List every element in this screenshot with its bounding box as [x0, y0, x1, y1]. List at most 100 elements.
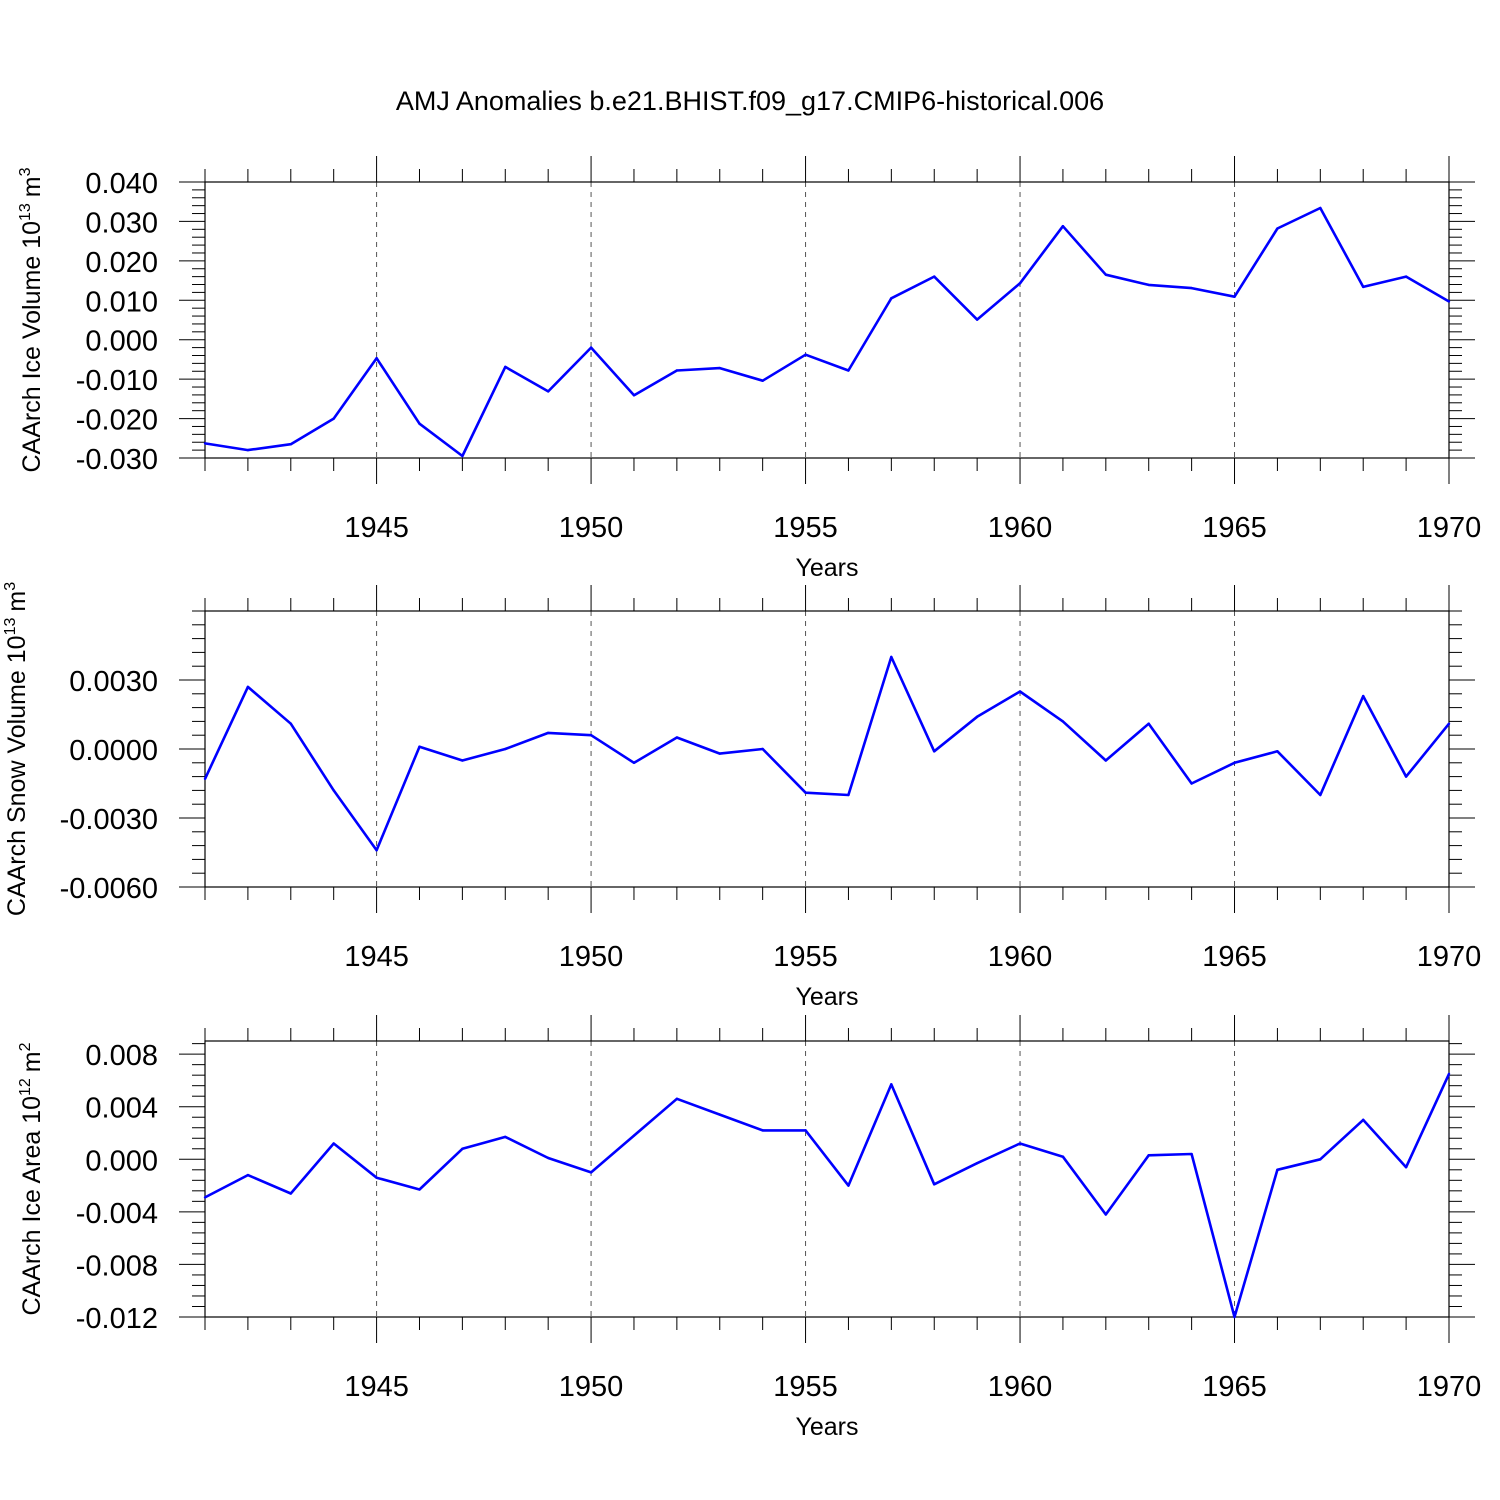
data-point	[1319, 206, 1322, 210]
y-tick-label: -0.010	[76, 365, 158, 397]
data-point	[289, 443, 292, 446]
y-axis-label-unit-exponent: 2	[17, 1042, 34, 1051]
y-tick-label: -0.0030	[60, 804, 158, 836]
x-tick-label: 1955	[773, 512, 838, 544]
data-point	[375, 357, 378, 360]
y-axis-label-unit-exponent: 3	[2, 582, 19, 591]
y-tick-label: 0.000	[85, 326, 158, 358]
data-point	[890, 297, 893, 300]
data-point	[1447, 1072, 1451, 1076]
data-point	[461, 759, 464, 762]
data-point	[203, 777, 207, 781]
data-point	[933, 275, 936, 278]
data-point	[1104, 1213, 1108, 1216]
data-point	[589, 734, 593, 737]
y-axis-label-unit: m	[3, 591, 31, 612]
data-point	[1319, 793, 1322, 797]
data-point	[718, 366, 721, 370]
data-point	[1276, 1168, 1279, 1172]
y-tick-label: -0.012	[76, 1303, 158, 1335]
data-point	[975, 1162, 979, 1165]
data-point	[1362, 285, 1365, 289]
x-tick-label: 1955	[773, 941, 838, 973]
data-point	[761, 747, 764, 751]
data-point	[546, 731, 550, 735]
data-point	[246, 685, 250, 689]
data-point	[1104, 759, 1108, 762]
data-point	[804, 791, 807, 794]
y-axis-label-exponent: 13	[2, 618, 19, 636]
data-point	[1233, 1315, 1236, 1319]
data-point	[1233, 295, 1236, 298]
data-point	[1018, 282, 1022, 285]
x-tick-label: 1945	[344, 1371, 409, 1403]
data-point	[632, 1134, 636, 1137]
x-axis-label: Years	[795, 983, 858, 1011]
data-point	[289, 722, 292, 725]
panels: -0.030 -0.020 -0.010 0.000 0.010 0.020 0.030 0.…	[2, 156, 1481, 1441]
y-axis-label-main: CAArch Snow Volume 10	[3, 635, 31, 916]
x-tick-label: 1965	[1202, 941, 1267, 973]
data-point	[761, 379, 764, 382]
data-point	[332, 1142, 335, 1145]
x-tick-label: 1950	[559, 941, 624, 973]
data-point	[375, 849, 378, 852]
data-point	[1018, 690, 1022, 693]
y-tick-label: 0.0000	[69, 735, 158, 767]
panel-1: -0.030 -0.020 -0.010 0.000 0.010 0.020 0.030 0.…	[17, 156, 1481, 582]
data-point	[418, 422, 421, 425]
data-point	[1104, 273, 1108, 276]
data-point	[1276, 750, 1279, 753]
data-point	[933, 750, 936, 753]
y-tick-label: -0.020	[76, 405, 158, 437]
y-tick-label: -0.004	[76, 1198, 158, 1230]
data-point	[890, 655, 893, 659]
chart-title: AMJ Anomalies b.e21.BHIST.f09_g17.CMIP6-…	[396, 86, 1104, 116]
y-tick-label: 0.004	[85, 1093, 158, 1125]
data-point	[203, 1196, 207, 1199]
x-axis-label: Years	[795, 1413, 858, 1441]
data-point	[1061, 720, 1065, 723]
y-axis-label: CAArch Snow Volume 1013 m3	[2, 582, 31, 916]
data-point	[461, 1147, 464, 1150]
y-axis-label-exponent: 13	[17, 203, 34, 221]
data-point	[718, 1113, 721, 1116]
data-point	[246, 448, 250, 452]
x-tick-label: 1970	[1417, 512, 1482, 544]
data-point	[246, 1173, 250, 1177]
data-point	[289, 1192, 292, 1195]
x-tick-label: 1955	[773, 1371, 838, 1403]
y-axis-label-unit: m	[18, 176, 46, 197]
data-point	[418, 745, 421, 748]
data-point	[1061, 1155, 1065, 1158]
y-tick-label: -0.008	[76, 1250, 158, 1282]
y-axis-label-exponent: 12	[17, 1078, 34, 1096]
x-tick-label: 1960	[988, 512, 1053, 544]
y-axis-label-unit: m	[18, 1051, 46, 1072]
x-tick-label: 1950	[559, 512, 624, 544]
data-point	[675, 369, 679, 372]
data-point	[1447, 722, 1451, 725]
data-point	[632, 761, 636, 764]
y-tick-label: 0.040	[85, 168, 158, 200]
data-point	[804, 353, 807, 356]
x-tick-label: 1945	[344, 941, 409, 973]
data-point	[847, 793, 850, 797]
y-tick-label: -0.0060	[60, 873, 158, 905]
data-point	[933, 1183, 936, 1186]
y-axis-label: CAArch Ice Area 1012 m2	[17, 1042, 46, 1315]
y-tick-label: 0.0030	[69, 666, 158, 698]
data-point	[589, 346, 593, 349]
x-tick-label: 1970	[1417, 941, 1482, 973]
data-point	[1147, 1154, 1150, 1157]
data-point	[761, 1129, 764, 1132]
data-point	[332, 789, 335, 792]
data-point	[975, 318, 979, 321]
y-tick-label: 0.008	[85, 1040, 158, 1072]
x-axis-label: Years	[795, 554, 858, 582]
data-point	[504, 365, 507, 369]
data-point	[1276, 227, 1279, 230]
panel-2: -0.0060 -0.0030 0.0000 0.0030 1945 1950 1955 19…	[2, 582, 1481, 1011]
data-point	[890, 1083, 893, 1086]
data-point	[1362, 694, 1365, 698]
